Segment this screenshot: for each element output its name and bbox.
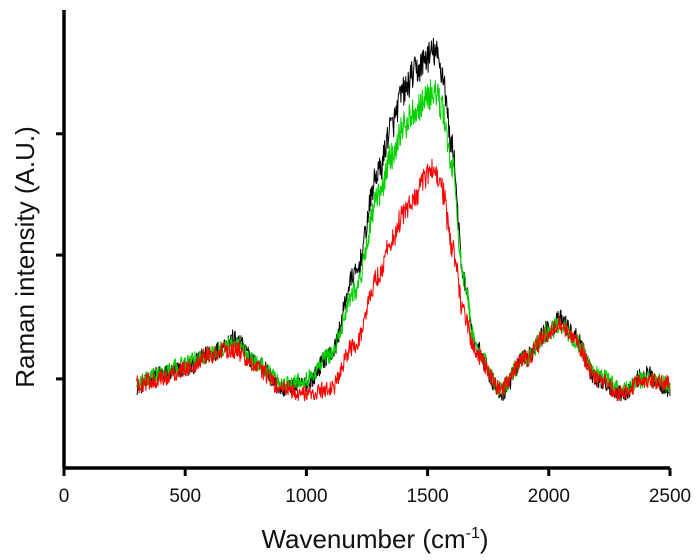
x-tick-label: 1000 [285,486,327,507]
series-layer [136,37,671,402]
x-tick-label: 2000 [528,486,570,507]
spectrum-series-2 [136,158,671,402]
y-axis-label: Raman intensity (A.U.) [10,126,40,388]
x-axis-label-suffix: ) [480,524,489,554]
x-axis-label-main: Wavenumber (cm [261,524,465,554]
x-tick-label: 1500 [406,486,448,507]
x-axis-label-superscript: -1 [466,525,480,542]
x-tick-label: 0 [59,486,70,507]
x-axis-label: Wavenumber (cm-1) [261,524,488,554]
x-tick-label: 500 [169,486,201,507]
ticks-layer: 0 500 1000 1500 2000 2500 [56,132,691,507]
x-tick-label: 2500 [649,486,691,507]
